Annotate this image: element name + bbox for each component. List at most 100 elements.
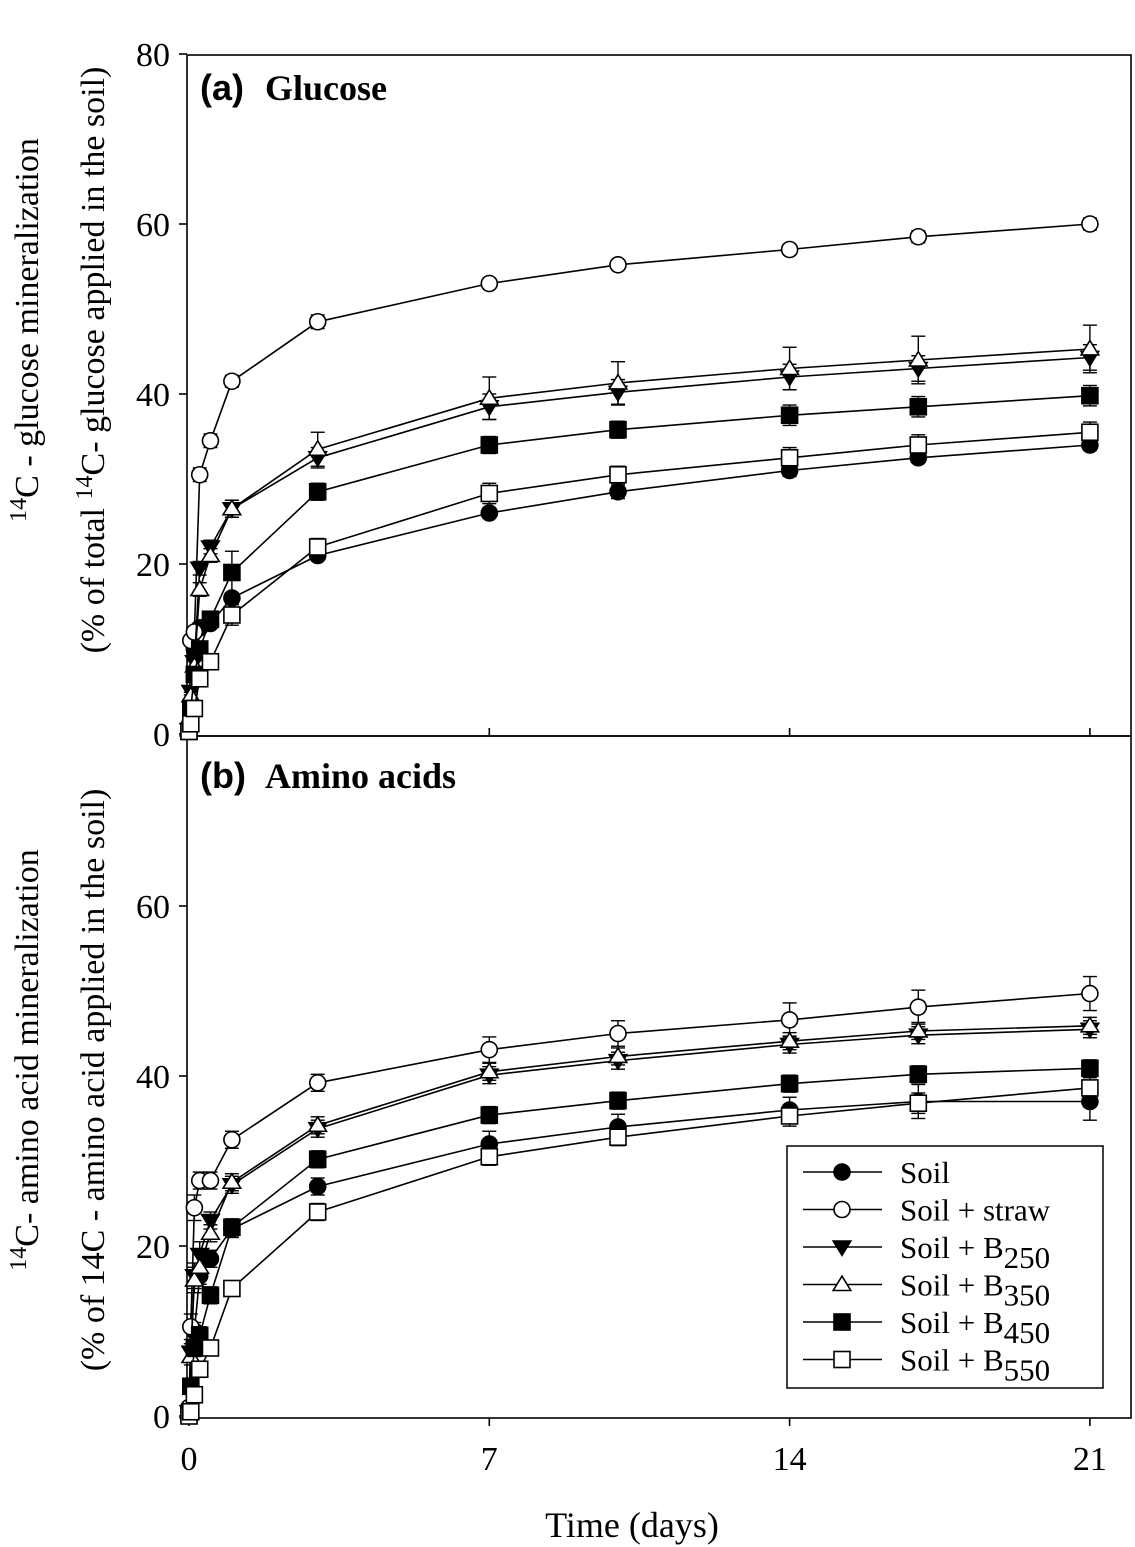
data-point-circle [223, 1130, 241, 1149]
data-point-square [909, 397, 928, 416]
panel-b-ylabel-line1: 14C- amino acid mineralization [6, 849, 46, 1270]
data-point-circle [201, 1171, 220, 1190]
data-point-square [223, 1218, 241, 1237]
panel-a-series [180, 436, 1099, 739]
legend-label-text: Soil [900, 1155, 950, 1190]
data-point-triangle-down [189, 561, 210, 579]
data-point-triangle-up [908, 1021, 929, 1038]
data-point-square [190, 1360, 209, 1379]
data-point-square [480, 484, 499, 503]
panel-a-ylabel2-tail: C- glucose applied in the soil) [75, 67, 112, 476]
x-axis-label: Time (days) [545, 1505, 719, 1545]
panel-a-ylabel-main: C - glucose mineralization [9, 138, 46, 498]
legend-label: Soil + B350 [900, 1268, 1050, 1313]
xtick-label: 14 [773, 1441, 807, 1478]
data-point-square [201, 610, 220, 629]
data-point-triangle-up [779, 358, 800, 376]
data-point-triangle-up [908, 350, 929, 367]
panel-a-series [180, 215, 1099, 735]
data-point-square [780, 1107, 799, 1125]
panel-b-ytick-label: 40 [136, 1059, 170, 1096]
data-point-square [223, 1279, 241, 1298]
data-point-circle [185, 1198, 204, 1217]
data-point-square [480, 436, 499, 454]
data-point-circle [308, 312, 327, 331]
series-line [188, 431, 1090, 732]
data-point-square [223, 563, 241, 582]
panel-b-series [180, 1059, 1099, 1423]
data-point-triangle-up [779, 1031, 800, 1048]
legend-label-text: Soil + B [900, 1230, 1004, 1265]
data-point-square [182, 714, 200, 733]
data-point-square [1081, 1079, 1099, 1097]
data-point-triangle-up [307, 439, 328, 457]
legend-label: Soil + B450 [900, 1305, 1050, 1350]
panel-b-ytick-label: 20 [136, 1229, 170, 1266]
data-point-triangle-up [184, 1270, 205, 1287]
legend-label-text: Soil + B [900, 1305, 1004, 1340]
panel-a-ylabel-line1: 14C - glucose mineralization [6, 138, 46, 522]
panel-a-ytick-label: 60 [136, 207, 170, 244]
data-point-square [185, 699, 204, 718]
data-point-square [1081, 1059, 1099, 1078]
data-point-triangle-up [1079, 1015, 1101, 1033]
data-point-square [609, 1128, 627, 1146]
panel-b-title: Amino acids [265, 756, 456, 796]
data-point-triangle-up [189, 1257, 210, 1275]
panel-a-frame [186, 54, 1132, 737]
data-point-circle [201, 431, 220, 450]
panel-a-ylabel2-sup: 14 [72, 475, 98, 499]
data-point-square [780, 406, 799, 425]
data-point-square [609, 1091, 627, 1110]
legend-label-subscript: 250 [1004, 1240, 1051, 1275]
data-point-circle [190, 465, 209, 484]
data-point-square [609, 420, 627, 439]
panel-b-ylabel-line2: (% of 14C - amino acid applied in the so… [75, 789, 112, 1372]
data-point-square [1081, 386, 1099, 405]
data-point-square [182, 1402, 200, 1421]
data-point-triangle-up [189, 579, 210, 597]
xtick-label: 21 [1073, 1441, 1107, 1478]
series-layer [178, 215, 1101, 1425]
data-point-triangle-up [607, 373, 629, 390]
panel-a-ylabel2-pre: (% of total [75, 499, 112, 653]
data-point-square [201, 1286, 220, 1305]
legend-label: Soil + B550 [900, 1343, 1050, 1388]
data-point-square [308, 482, 327, 501]
data-point-square [909, 1065, 928, 1084]
panel-a-ylabel-line2: (% of total 14C- glucose applied in the … [72, 67, 112, 654]
data-point-square [909, 436, 928, 454]
data-point-triangle-up [479, 388, 500, 406]
data-point-triangle-up [607, 1046, 629, 1064]
data-point-circle [1081, 215, 1099, 233]
panel-b-series [180, 975, 1099, 1417]
data-point-square [909, 1094, 928, 1112]
data-point-square [190, 669, 209, 688]
panel-a-ytick-label: 20 [136, 547, 170, 584]
data-point-square [308, 538, 327, 556]
legend-label-subscript: 550 [1004, 1353, 1051, 1388]
data-point-circle [185, 623, 204, 641]
legend-label-text: Soil + straw [900, 1193, 1051, 1228]
panel-b-ylabel-main: C- amino acid mineralization [9, 849, 46, 1246]
legend-label: Soil + B250 [900, 1230, 1050, 1275]
data-point-triangle-up [307, 1115, 328, 1133]
data-point-triangle-up [831, 1274, 853, 1292]
data-point-square [201, 652, 220, 671]
data-point-square [223, 606, 241, 624]
series-line [188, 223, 1090, 726]
xtick-label: 7 [481, 1441, 498, 1478]
data-point-circle [308, 1177, 327, 1196]
panel-b-ytick-label: 60 [136, 889, 170, 926]
data-point-circle [609, 255, 627, 274]
data-point-circle [909, 998, 928, 1016]
data-point-square [480, 1147, 499, 1166]
data-point-triangle-up [200, 545, 221, 563]
data-point-triangle-down [831, 1240, 853, 1257]
data-point-circle [480, 504, 499, 522]
data-point-square [480, 1106, 499, 1124]
xtick-label: 0 [181, 1441, 198, 1478]
